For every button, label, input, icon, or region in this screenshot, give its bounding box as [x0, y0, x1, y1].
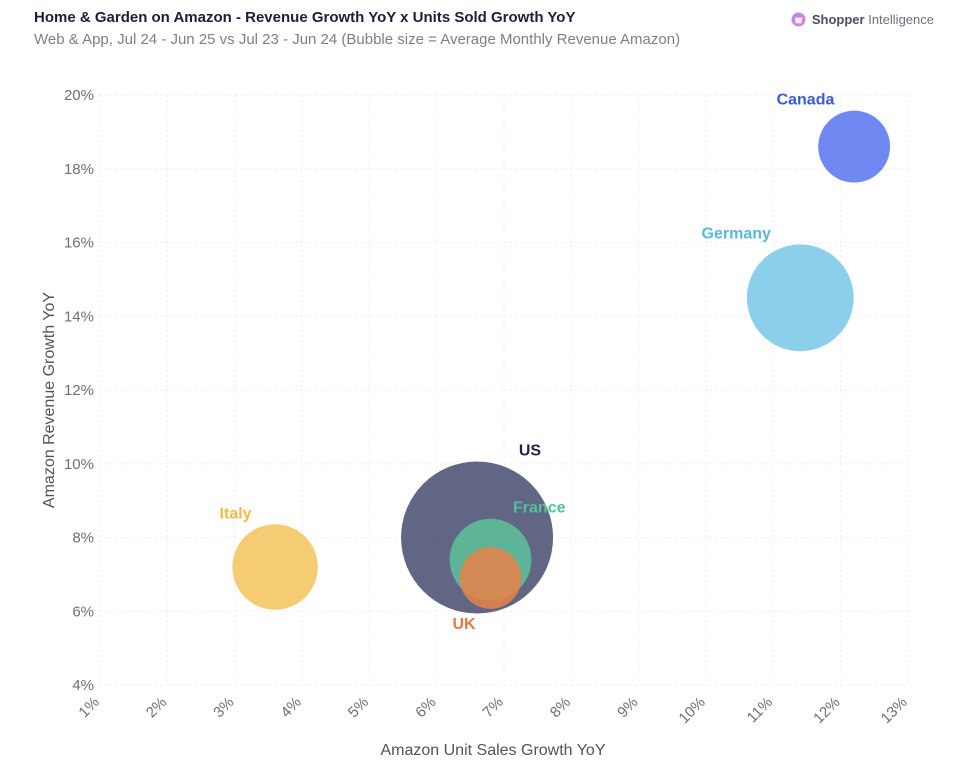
x-tick-label: 5% [345, 694, 372, 721]
bubbles [232, 110, 891, 614]
x-tick-label: 7% [479, 694, 506, 721]
y-tick-label: 6% [72, 603, 94, 620]
bubble-labels: Canada Germany US France UK Italy [220, 92, 835, 633]
bubble-uk [459, 547, 522, 609]
bubble-label-canada: Canada [777, 92, 835, 109]
bubble-label-germany: Germany [702, 225, 771, 242]
bubble-label-france: France [513, 500, 566, 517]
x-tick-label: 6% [412, 694, 439, 721]
brand-logo: Shopper Intelligence [791, 12, 934, 27]
chart-title: Home & Garden on Amazon - Revenue Growth… [34, 9, 576, 26]
bubble-label-italy: Italy [220, 505, 252, 522]
y-tick-label: 16% [64, 235, 94, 252]
chart-subtitle: Web & App, Jul 24 - Jun 25 vs Jul 23 - J… [34, 31, 681, 48]
x-axis-title: Amazon Unit Sales Growth YoY [380, 742, 605, 759]
x-axis-ticks: 1% 2% 3% 4% 5% 6% 7% 8% 9% 10% 11% 12% 13% [75, 694, 910, 727]
y-tick-label: 4% [72, 677, 94, 694]
x-tick-label: 3% [210, 694, 237, 721]
x-tick-label: 4% [277, 694, 304, 721]
x-tick-label: 12% [810, 694, 843, 727]
y-tick-label: 14% [64, 308, 94, 325]
x-tick-label: 11% [744, 694, 776, 726]
y-tick-label: 20% [64, 87, 94, 104]
x-tick-label: 2% [143, 694, 170, 721]
y-tick-label: 8% [72, 530, 94, 547]
brand-name-strong: Shopper [811, 12, 865, 27]
y-tick-label: 10% [64, 456, 94, 473]
bubble-label-us: US [519, 443, 542, 460]
y-axis-title: Amazon Revenue Growth YoY [41, 292, 58, 508]
x-tick-label: 13% [878, 694, 911, 727]
bubble-italy [232, 524, 318, 610]
x-tick-label: 10% [676, 694, 709, 727]
bubble-germany [746, 244, 854, 352]
x-tick-label: 1% [75, 694, 102, 721]
y-axis-ticks: 4% 6% 8% 10% 12% 14% 16% 18% 20% [64, 87, 94, 694]
x-tick-label: 9% [614, 694, 641, 721]
shopper-intelligence-logo-icon [791, 12, 806, 27]
bubble-label-uk: UK [452, 616, 476, 633]
y-tick-label: 18% [64, 161, 94, 178]
x-tick-label: 8% [547, 694, 574, 721]
brand-name-rest: Intelligence [868, 12, 934, 27]
y-tick-label: 12% [64, 382, 94, 399]
bubble-canada [818, 110, 891, 183]
